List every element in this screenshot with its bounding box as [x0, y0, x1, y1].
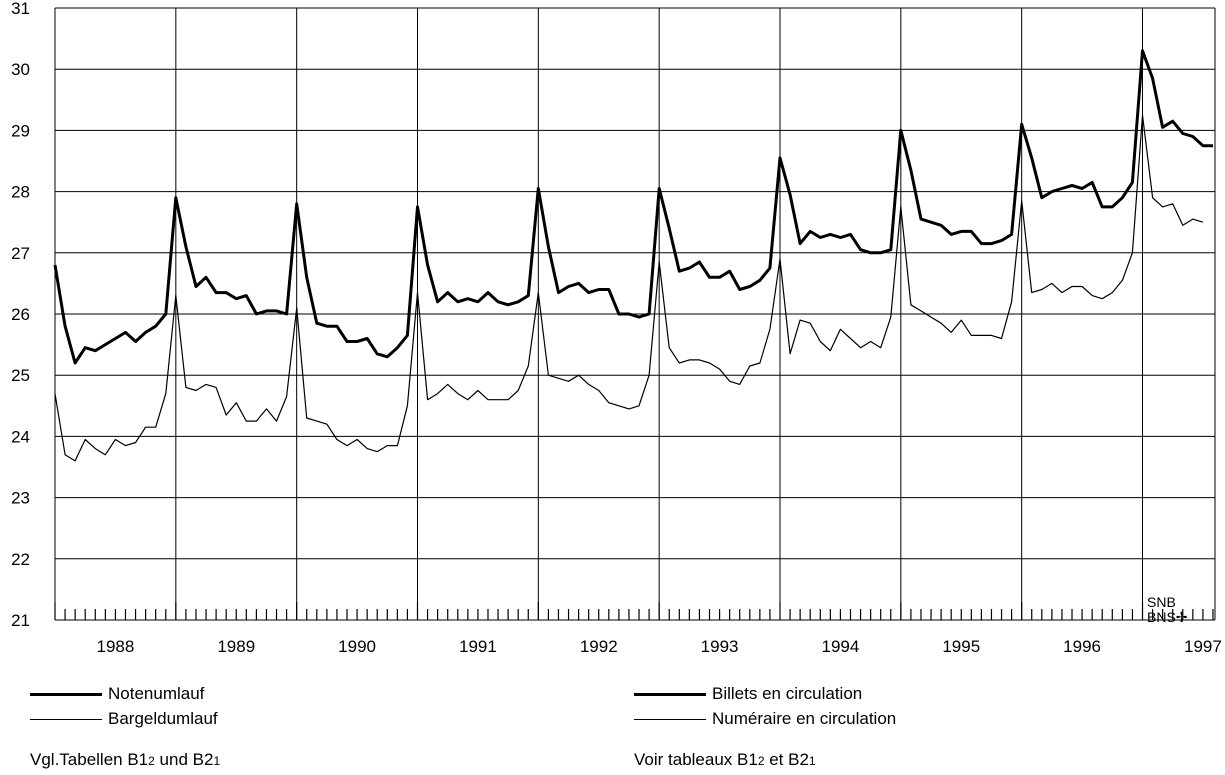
y-tick-label: 24 [11, 427, 30, 446]
legend-label: Billets en circulation [712, 684, 862, 704]
series-line-notenumlauf [55, 51, 1213, 363]
legend-label: Notenumlauf [108, 684, 204, 704]
x-tick-label: 1989 [217, 637, 255, 656]
snb-bns-logo: SNB BNS✢ [1147, 595, 1188, 625]
y-tick-label: 23 [11, 489, 30, 508]
legend-item-billets: Billets en circulation [634, 684, 862, 704]
legend-item-numeraire: Numéraire en circulation [634, 709, 896, 729]
table-reference-fr: Voir tableaux B12 et B21 [634, 750, 816, 770]
x-tick-label: 1994 [822, 637, 860, 656]
y-tick-label: 25 [11, 366, 30, 385]
y-tick-label: 26 [11, 305, 30, 324]
x-tick-label: 1990 [338, 637, 376, 656]
series-line-bargeldumlauf [55, 115, 1203, 461]
legend-label: Numéraire en circulation [712, 709, 896, 729]
logo-bns: BNS [1147, 609, 1176, 625]
legend-swatch-heavy-icon [30, 693, 102, 696]
legend-label: Bargeldumlauf [108, 709, 218, 729]
table-reference-de: Vgl.Tabellen B12 und B21 [30, 750, 220, 770]
x-tick-label: 1988 [97, 637, 135, 656]
legend-swatch-heavy-icon [634, 693, 706, 696]
legend-item-bargeldumlauf: Bargeldumlauf [30, 709, 218, 729]
y-tick-label: 29 [11, 121, 30, 140]
y-tick-label: 28 [11, 183, 30, 202]
swiss-cross-icon: ✢ [1176, 609, 1188, 625]
x-tick-label: 1991 [459, 637, 497, 656]
x-tick-label: 1997 [1184, 637, 1222, 656]
y-tick-label: 22 [11, 550, 30, 569]
x-tick-label: 1992 [580, 637, 618, 656]
legend-swatch-light-icon [30, 719, 102, 720]
x-tick-label: 1996 [1063, 637, 1101, 656]
x-tick-label: 1995 [942, 637, 980, 656]
legend-swatch-light-icon [634, 719, 706, 720]
y-tick-label: 27 [11, 244, 30, 263]
y-tick-label: 21 [11, 611, 30, 630]
y-tick-label: 30 [11, 60, 30, 79]
legend-item-notenumlauf: Notenumlauf [30, 684, 204, 704]
x-tick-label: 1993 [701, 637, 739, 656]
logo-snb: SNB [1147, 595, 1188, 610]
y-tick-label: 31 [11, 0, 30, 18]
